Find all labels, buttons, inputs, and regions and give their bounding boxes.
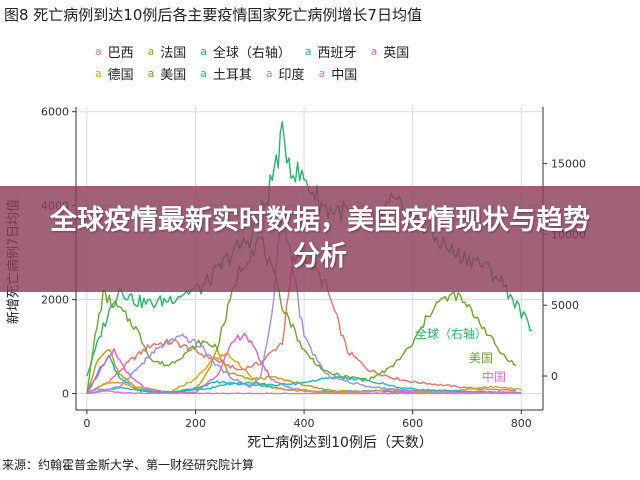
legend-label: 法国 (160, 45, 187, 61)
legend-label: 全球（右轴） (212, 45, 291, 61)
headline-banner: 全球疫情最新实时数据，美国疫情现状与趋势分析 (0, 186, 640, 292)
legend-item: a 印度 (266, 64, 305, 83)
source-note: 来源：约翰霍普金斯大学、第一财经研究院计算 (2, 458, 255, 472)
legend-label: 中国 (331, 67, 358, 83)
x-axis-label: 死亡病例达到10例后（天数） (247, 435, 433, 451)
legend-item: a 西班牙 (305, 42, 357, 61)
legend-key: a (200, 66, 207, 80)
legend-row: a 巴西 a 法国 a 全球（右轴） a 西班牙 a 英国 (95, 40, 555, 62)
legend-key: a (95, 44, 102, 58)
legend-row: a 德国 a 美国 a 土耳其 a 印度 a 中国 (95, 62, 555, 84)
headline-text: 全球疫情最新实时数据，美国疫情现状与趋势分析 (50, 205, 590, 272)
line-annotation: 美国 (469, 351, 493, 365)
legend-item: a 德国 (95, 64, 134, 83)
legend-key: a (304, 44, 312, 58)
legend-label: 巴西 (107, 45, 134, 61)
legend-key: a (370, 44, 378, 58)
legend-item: a 全球（右轴） (200, 42, 291, 61)
y2-tick-label: 0 (551, 370, 558, 383)
series-line-9 (86, 387, 522, 395)
x-tick-label: 0 (83, 417, 90, 430)
legend-item: a 美国 (148, 64, 187, 83)
series-line-8 (86, 210, 522, 395)
legend-item: a 法国 (148, 42, 187, 61)
legend-label: 美国 (160, 67, 187, 83)
chart-legend: a 巴西 a 法国 a 全球（右轴） a 西班牙 a 英国 a 德国 a 美国 a 土耳其 a 印度 a 中国 (95, 40, 555, 84)
legend-key: a (265, 66, 273, 80)
legend-label: 西班牙 (317, 45, 357, 61)
x-tick-label: 600 (402, 417, 423, 430)
series-line-6 (86, 236, 517, 394)
y-tick-label: 2000 (41, 294, 69, 307)
legend-key: a (147, 44, 155, 58)
legend-label: 德国 (107, 67, 134, 83)
legend-item: a 英国 (371, 42, 410, 61)
legend-key: a (147, 66, 155, 80)
legend-item: a 巴西 (95, 42, 134, 61)
legend-key: a (95, 66, 102, 80)
chart-title: 图8 死亡病例到达10例后各主要疫情国家死亡病例增长7日均值 (4, 6, 422, 24)
line-annotation: 中国 (482, 369, 506, 384)
x-tick-label: 200 (185, 417, 206, 430)
y-tick-label: 6000 (41, 106, 69, 119)
x-tick-label: 400 (294, 417, 315, 430)
legend-label: 印度 (278, 67, 305, 83)
legend-label: 土耳其 (212, 67, 252, 83)
y2-tick-label: 5000 (551, 299, 579, 312)
legend-item: a 中国 (319, 64, 358, 83)
legend-key: a (318, 66, 326, 80)
legend-label: 英国 (383, 45, 410, 61)
y-tick-label: 0 (62, 388, 69, 401)
legend-item: a 土耳其 (200, 64, 252, 83)
y2-tick-label: 15000 (551, 158, 586, 171)
series-line-7 (86, 375, 522, 395)
legend-key: a (200, 44, 207, 58)
line-annotation: 全球（右轴） (415, 326, 487, 341)
x-tick-label: 800 (511, 417, 532, 430)
